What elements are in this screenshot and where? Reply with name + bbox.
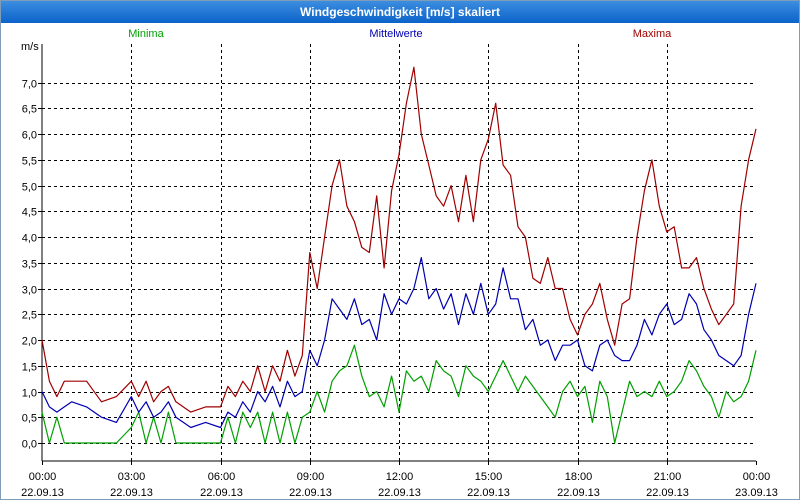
y-tick-label: 1,0 xyxy=(22,388,37,400)
x-tick-date-label: 23.09.13 xyxy=(735,487,778,499)
x-tick-date-label: 22.09.13 xyxy=(110,487,153,499)
x-tick-date-label: 22.09.13 xyxy=(200,487,243,499)
legend-entry-minima: Minima xyxy=(128,28,164,40)
series-line-maxima xyxy=(41,66,757,413)
y-tick-label: 6,0 xyxy=(22,130,37,142)
y-tick-label: 2,5 xyxy=(22,310,37,322)
chart-title: Windgeschwindigkeit [m/s] skaliert xyxy=(1,1,799,23)
x-tick-date-label: 22.09.13 xyxy=(467,487,510,499)
series-lines xyxy=(41,66,757,444)
y-tick-label: 3,0 xyxy=(22,285,37,297)
y-axis: m/s 0,0 0,5 1,0 1,5 2,0 2,5 3,0 3,5 4,0 4,5 5,0 5,5 6… xyxy=(21,41,43,461)
x-tick-date-label: 22.09.13 xyxy=(646,487,689,499)
series-line-minima xyxy=(41,344,757,444)
y-tick-label: 0,0 xyxy=(22,439,37,451)
x-tick-date-label: 22.09.13 xyxy=(21,487,64,499)
x-tick-time-label: 18:00 xyxy=(565,471,593,483)
y-tick-label: 1,5 xyxy=(22,362,37,374)
y-tick-label: 3,5 xyxy=(22,259,37,271)
x-tick-time-label: 09:00 xyxy=(297,471,325,483)
x-tick-time-label: 06:00 xyxy=(208,471,236,483)
x-tick-time-label: 03:00 xyxy=(118,471,146,483)
x-tick-date-label: 22.09.13 xyxy=(557,487,600,499)
x-tick-time-label: 21:00 xyxy=(654,471,682,483)
legend-entry-maxima: Maxima xyxy=(633,28,672,40)
y-tick-label: 6,5 xyxy=(22,104,37,116)
x-tick-date-label: 22.09.13 xyxy=(289,487,332,499)
x-tick-time-label: 00:00 xyxy=(29,471,57,483)
legend-entry-mittelwerte: Mittelwerte xyxy=(369,28,422,40)
x-axis: 00:00 22.09.13 03:00 22.09.13 06:00 22.09.13 0… xyxy=(21,460,778,499)
series-line-mittelwerte xyxy=(41,257,757,429)
y-tick-label: 7,0 xyxy=(22,79,37,91)
gridlines xyxy=(42,44,756,461)
y-tick-label: 5,5 xyxy=(22,156,37,168)
y-tick-label: 4,5 xyxy=(22,207,37,219)
x-tick-time-label: 15:00 xyxy=(475,471,503,483)
x-tick-time-label: 12:00 xyxy=(386,471,414,483)
x-tick-time-label: 00:00 xyxy=(743,471,771,483)
y-tick-label: 5,0 xyxy=(22,182,37,194)
x-tick-date-label: 22.09.13 xyxy=(378,487,421,499)
legend: Minima Mittelwerte Maxima xyxy=(128,28,672,40)
y-tick-label: 0,5 xyxy=(22,413,37,425)
y-axis-unit-label: m/s xyxy=(21,41,39,53)
y-tick-label: 4,0 xyxy=(22,233,37,245)
y-tick-label: 2,0 xyxy=(22,336,37,348)
